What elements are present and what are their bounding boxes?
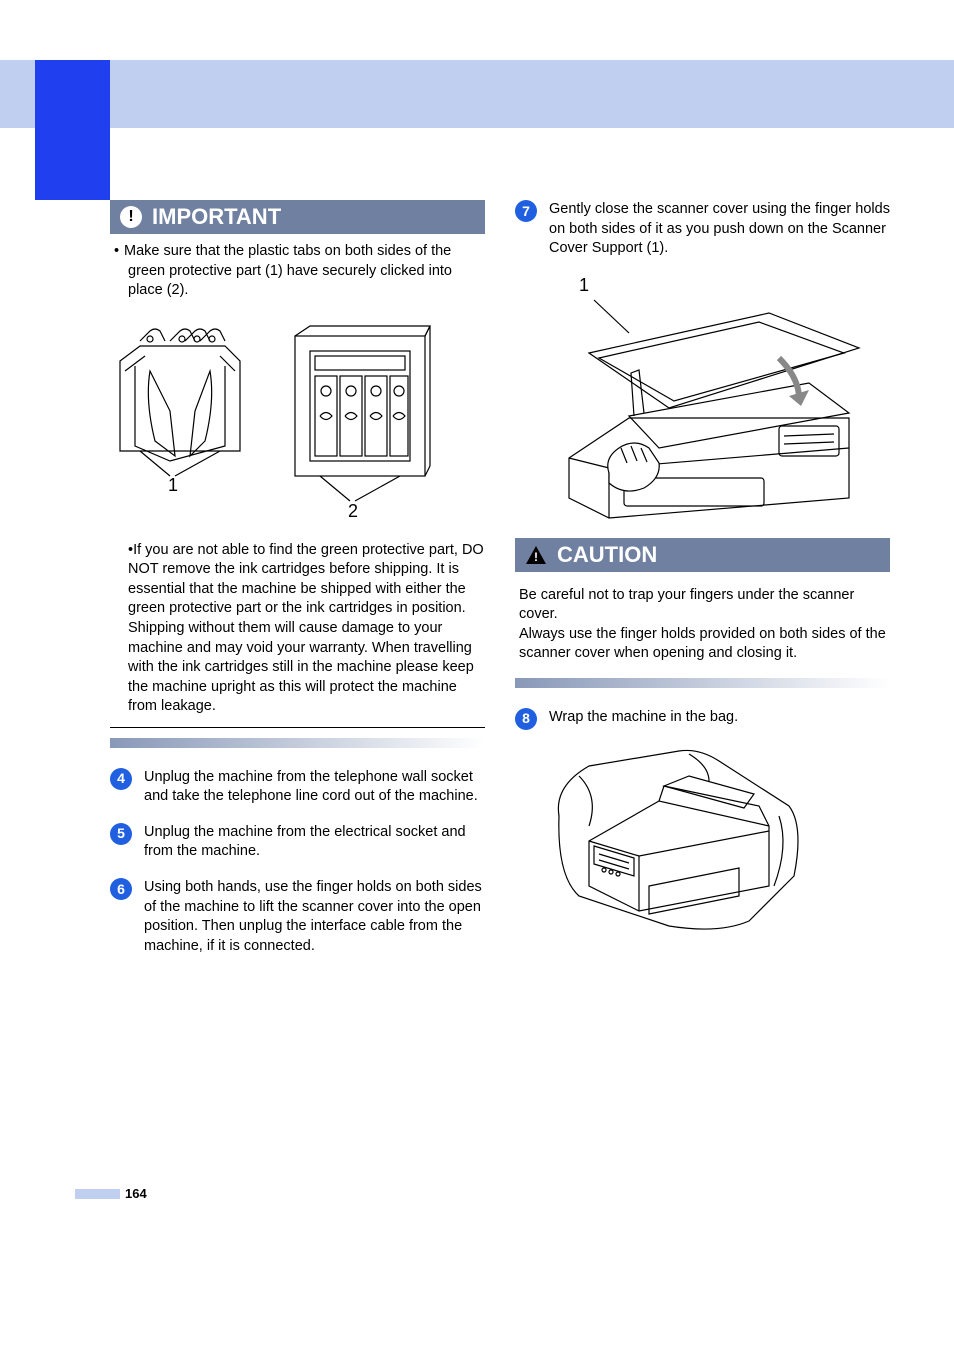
- important-header: ! IMPORTANT: [110, 200, 485, 234]
- important-bullet-1-text: Make sure that the plastic tabs on both …: [124, 243, 452, 298]
- illus-label-2: 2: [348, 501, 358, 521]
- important-bullet-2-text: If you are not able to find the green pr…: [128, 542, 484, 715]
- illus-label-1: 1: [168, 475, 178, 495]
- important-footer-bar: [110, 738, 485, 748]
- illustration-scanner-close: [549, 298, 869, 528]
- caution-footer-bar: [515, 678, 890, 688]
- caution-text: Be careful not to trap your fingers unde…: [515, 586, 890, 678]
- step-8-number: 8: [515, 708, 537, 730]
- content-area: ! IMPORTANT •Make sure that the plastic …: [110, 200, 890, 972]
- step-6-text: Using both hands, use the finger holds o…: [144, 878, 485, 956]
- step-7: 7 Gently close the scanner cover using t…: [515, 200, 890, 259]
- step-4: 4 Unplug the machine from the telephone …: [110, 768, 485, 807]
- step-6-number: 6: [110, 878, 132, 900]
- step-5: 5 Unplug the machine from the electrical…: [110, 823, 485, 862]
- step-5-text: Unplug the machine from the electrical s…: [144, 823, 485, 862]
- step-7-text: Gently close the scanner cover using the…: [549, 200, 890, 259]
- step-8-text: Wrap the machine in the bag.: [549, 708, 890, 730]
- page-number: 164: [125, 1186, 147, 1201]
- header-band: [0, 60, 954, 128]
- bag-illustration-block: [549, 746, 890, 936]
- scanner-illustration-block: 1: [549, 275, 890, 528]
- caution-header: ! CAUTION: [515, 538, 890, 572]
- important-bullet-2: •If you are not able to find the green p…: [110, 541, 485, 728]
- illustration-protective-part: 1: [110, 321, 260, 501]
- caution-icon: !: [525, 545, 547, 565]
- right-column: 7 Gently close the scanner cover using t…: [515, 200, 890, 972]
- step-7-number: 7: [515, 200, 537, 222]
- svg-text:!: !: [534, 550, 538, 564]
- left-column: ! IMPORTANT •Make sure that the plastic …: [110, 200, 485, 972]
- important-label: IMPORTANT: [152, 204, 281, 230]
- step-5-number: 5: [110, 823, 132, 845]
- important-bullet-1: •Make sure that the plastic tabs on both…: [110, 242, 485, 301]
- header-left-block: [35, 60, 110, 200]
- important-icon: !: [120, 206, 142, 228]
- illustration-machine-bag: [549, 746, 809, 936]
- step-4-number: 4: [110, 768, 132, 790]
- step-8: 8 Wrap the machine in the bag.: [515, 708, 890, 730]
- illustration-cartridge-bay: 2: [280, 321, 440, 521]
- page-number-bar: [75, 1189, 120, 1199]
- step-4-text: Unplug the machine from the telephone wa…: [144, 768, 485, 807]
- illustration-row: 1: [110, 321, 485, 521]
- caution-label: CAUTION: [557, 542, 657, 568]
- scanner-label-1: 1: [579, 275, 890, 296]
- step-6: 6 Using both hands, use the finger holds…: [110, 878, 485, 956]
